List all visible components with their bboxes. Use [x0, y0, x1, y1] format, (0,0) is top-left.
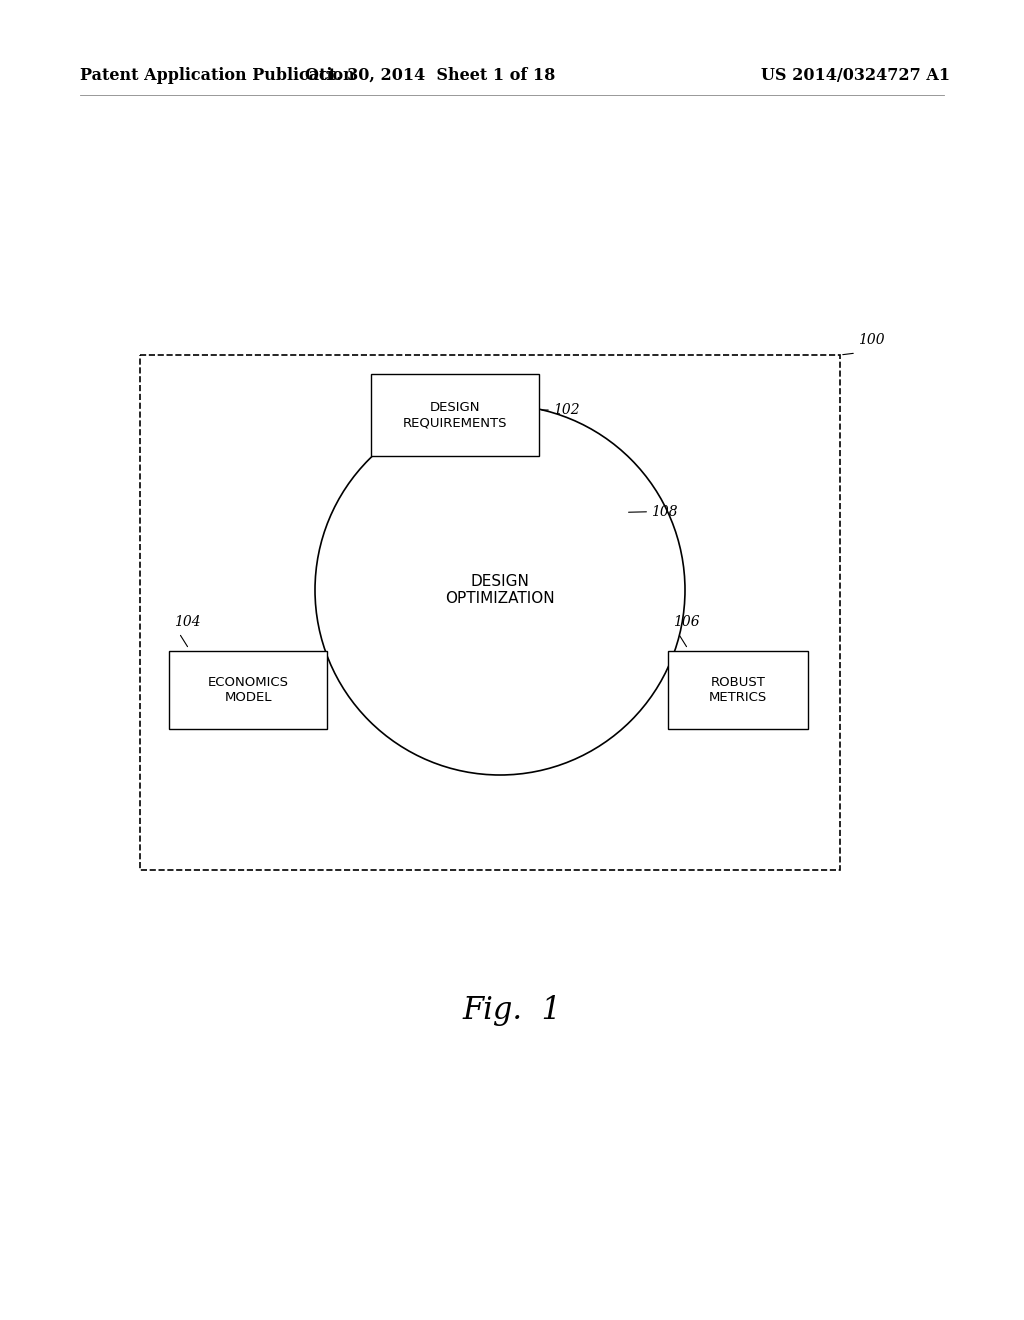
Text: 102: 102 [553, 403, 580, 417]
Text: 108: 108 [651, 504, 678, 519]
Bar [169, 651, 327, 729]
Text: ECONOMICS
MODEL: ECONOMICS MODEL [208, 676, 289, 704]
Text: 104: 104 [174, 615, 201, 630]
Text: Patent Application Publication: Patent Application Publication [80, 66, 354, 83]
Text: 106: 106 [673, 615, 699, 630]
Bar [371, 374, 539, 455]
Bar [668, 651, 808, 729]
Text: Oct. 30, 2014  Sheet 1 of 18: Oct. 30, 2014 Sheet 1 of 18 [305, 66, 555, 83]
Text: DESIGN
REQUIREMENTS: DESIGN REQUIREMENTS [402, 401, 507, 429]
Text: ROBUST
METRICS: ROBUST METRICS [709, 676, 767, 704]
Bar [140, 355, 840, 870]
Text: 100: 100 [858, 333, 885, 347]
Text: DESIGN
OPTIMIZATION: DESIGN OPTIMIZATION [445, 574, 555, 606]
Text: US 2014/0324727 A1: US 2014/0324727 A1 [761, 66, 950, 83]
Text: Fig.  1: Fig. 1 [463, 994, 561, 1026]
